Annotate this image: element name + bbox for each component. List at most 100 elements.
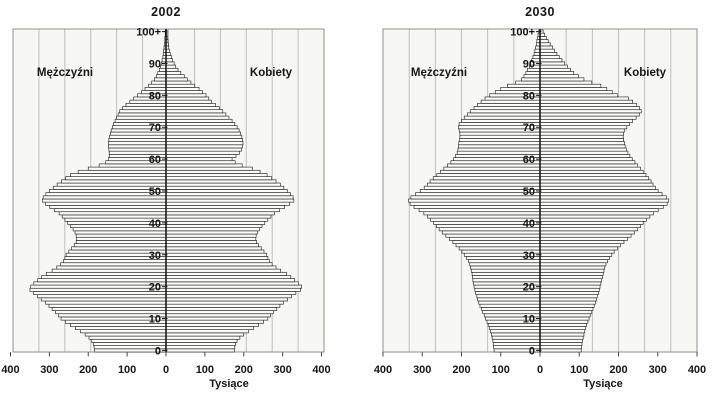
bar <box>539 179 652 184</box>
bar <box>165 224 263 228</box>
bar <box>165 192 291 197</box>
bar <box>88 335 167 340</box>
bar <box>165 93 207 98</box>
bar <box>165 275 292 279</box>
bar <box>539 335 584 340</box>
bar <box>165 138 243 142</box>
x-axis-title: Tysiące <box>583 378 623 390</box>
bar <box>165 265 277 270</box>
bar <box>539 173 647 177</box>
bar <box>539 141 625 146</box>
bar <box>165 147 242 152</box>
bar <box>165 262 273 267</box>
bar <box>148 83 167 88</box>
bar <box>165 227 260 232</box>
bar <box>539 291 599 295</box>
bar <box>539 319 589 324</box>
bar <box>165 310 274 315</box>
bar <box>119 109 167 114</box>
bar <box>165 281 299 286</box>
bar <box>539 83 602 88</box>
bar <box>415 192 541 197</box>
bar <box>165 154 237 158</box>
bar <box>116 115 167 120</box>
bar <box>539 99 633 104</box>
bar <box>539 271 604 276</box>
bar <box>165 87 200 91</box>
bar <box>165 284 302 289</box>
bar <box>165 141 244 146</box>
bar <box>459 134 541 139</box>
age-tick-label: 60 <box>149 154 161 166</box>
bar <box>165 131 241 136</box>
bar <box>539 284 601 289</box>
bar <box>539 39 549 44</box>
bar <box>539 93 618 98</box>
bar <box>470 265 541 270</box>
bar <box>539 303 595 308</box>
bar <box>165 217 269 222</box>
bar <box>165 71 182 75</box>
bar <box>165 74 185 79</box>
bar <box>539 201 668 206</box>
x-tick-label: 100 <box>570 364 588 376</box>
bar <box>457 147 541 152</box>
age-tick-label: 70 <box>149 122 161 134</box>
bar <box>539 249 615 254</box>
bar <box>165 246 262 251</box>
bar <box>165 249 265 254</box>
bar <box>539 275 603 279</box>
x-tick-label: 400 <box>1 364 19 376</box>
bar <box>539 310 593 315</box>
bar <box>539 265 606 270</box>
bar <box>432 176 541 181</box>
bar <box>539 87 608 91</box>
bar <box>80 329 167 334</box>
age-tick-label: 30 <box>149 250 161 262</box>
bar <box>489 326 541 331</box>
bar <box>413 205 541 209</box>
bar <box>165 348 235 353</box>
bar <box>539 185 656 190</box>
bar <box>165 77 188 82</box>
age-tick-label: 100+ <box>510 27 535 39</box>
bar <box>51 307 167 311</box>
bar <box>539 64 568 69</box>
bar <box>423 211 541 216</box>
bar <box>476 294 541 299</box>
bar <box>539 211 654 216</box>
bar <box>539 74 579 79</box>
age-tick-label: 100+ <box>136 27 161 39</box>
bar <box>539 112 640 117</box>
bar <box>165 243 259 248</box>
x-tick-label: 400 <box>688 364 706 376</box>
bar <box>408 198 541 203</box>
female-side-label: Kobiety <box>624 67 667 79</box>
bar <box>539 67 571 72</box>
bar <box>165 134 243 139</box>
bar <box>539 322 588 327</box>
chart-2002: 2002 Mężczyźni Kobiety 0 10 20 30 40 50 60 70 80 90 1… <box>1 5 330 390</box>
bar <box>122 106 167 111</box>
bar <box>108 147 167 152</box>
bar <box>54 208 167 213</box>
age-tick-label: 30 <box>523 250 535 262</box>
bar <box>539 278 602 283</box>
bar <box>539 109 642 114</box>
bar <box>165 169 261 174</box>
bar <box>36 294 167 299</box>
bar <box>521 77 541 82</box>
x-tick-label: 300 <box>413 364 431 376</box>
bar <box>449 236 541 241</box>
bar <box>539 90 613 95</box>
bar <box>61 179 167 184</box>
bar <box>33 291 167 295</box>
bar <box>165 166 253 171</box>
bar <box>539 348 582 353</box>
bar <box>539 55 560 60</box>
x-tick-label: 200 <box>79 364 97 376</box>
bar <box>539 297 597 302</box>
bar <box>117 112 167 117</box>
bar <box>436 173 541 177</box>
